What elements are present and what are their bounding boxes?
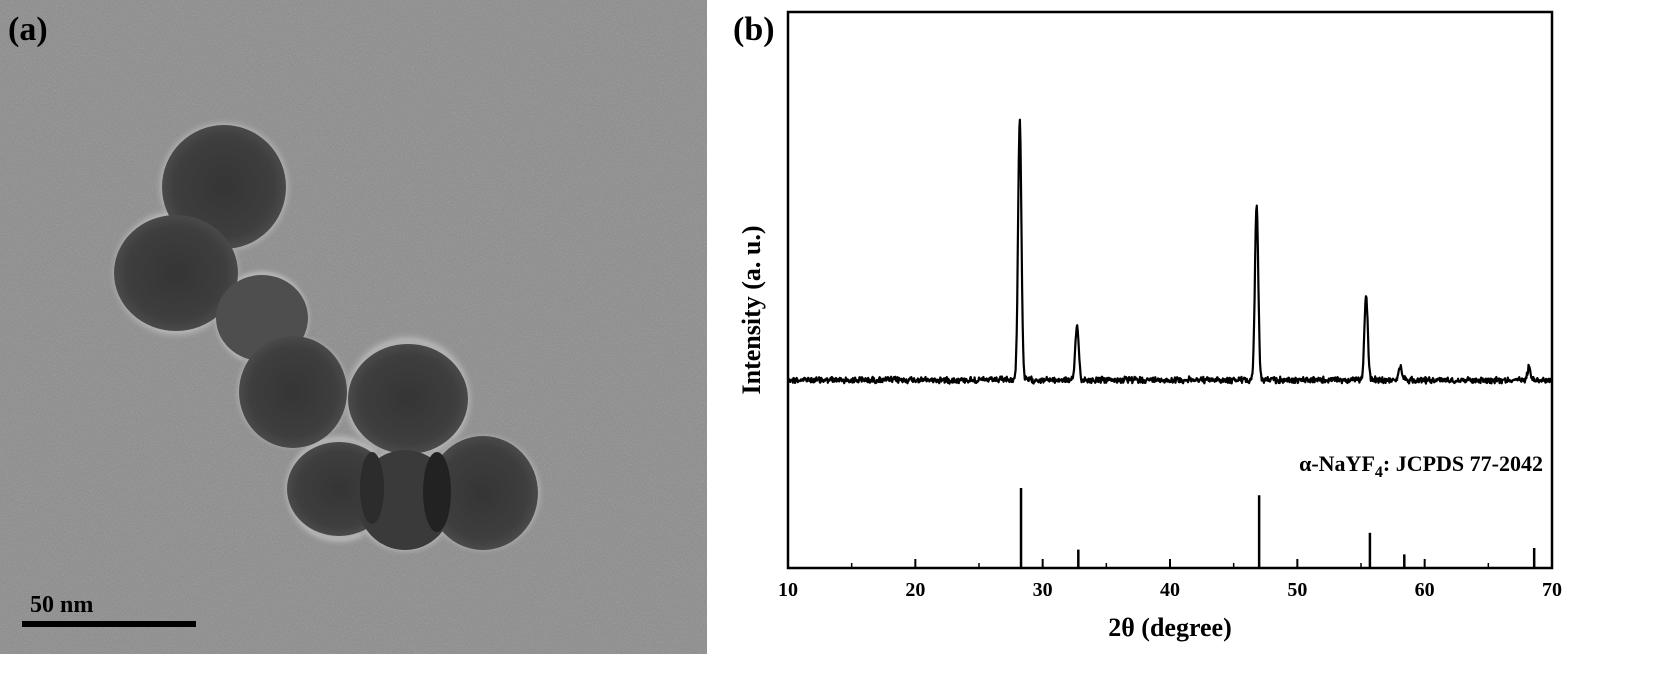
plot-frame bbox=[786, 10, 1554, 570]
nanoparticle bbox=[348, 344, 468, 454]
xrd-chart: (b) 10 20 30 40 50 60 70 2θ (degree) Intensity… bbox=[733, 10, 1562, 642]
x-axis-title: 2θ (degree) bbox=[1108, 613, 1232, 642]
reference-label-subscript: 4 bbox=[1375, 464, 1383, 481]
reference-label-suffix: : JCPDS 77-2042 bbox=[1383, 451, 1543, 476]
nanoparticle bbox=[114, 215, 238, 331]
measured-xrd-pattern-line bbox=[786, 118, 1554, 385]
tem-image-grain bbox=[0, 0, 707, 654]
reference-pattern-label: α-NaYF4: JCPDS 77-2042 bbox=[1299, 451, 1543, 481]
x-tick-label: 50 bbox=[1287, 579, 1307, 601]
y-axis-title: Intensity (a. u.) bbox=[737, 225, 766, 394]
x-tick-label: 70 bbox=[1542, 579, 1562, 601]
particle-overlap bbox=[423, 452, 451, 532]
scale-bar-label: 50 nm bbox=[30, 592, 93, 618]
reference-sticks bbox=[1019, 488, 1536, 568]
nanoparticles bbox=[114, 125, 538, 550]
panel-b-label: (b) bbox=[733, 11, 775, 48]
x-tick-label: 10 bbox=[778, 579, 798, 601]
reference-label-prefix: α-NaYF bbox=[1299, 451, 1375, 476]
x-tick-label: 60 bbox=[1415, 579, 1435, 601]
x-tick-label: 40 bbox=[1160, 579, 1180, 601]
x-tick-label: 20 bbox=[905, 579, 925, 601]
panel-a-label: (a) bbox=[8, 11, 48, 48]
nanoparticle bbox=[428, 436, 538, 550]
x-tick-label: 30 bbox=[1033, 579, 1053, 601]
nanoparticle bbox=[239, 336, 347, 448]
x-axis-ticks bbox=[787, 559, 1553, 568]
tem-panel: (a) 50 nm bbox=[0, 0, 707, 654]
particle-overlap bbox=[360, 452, 384, 524]
x-axis-tick-labels: 10 20 30 40 50 60 70 bbox=[778, 579, 1562, 601]
